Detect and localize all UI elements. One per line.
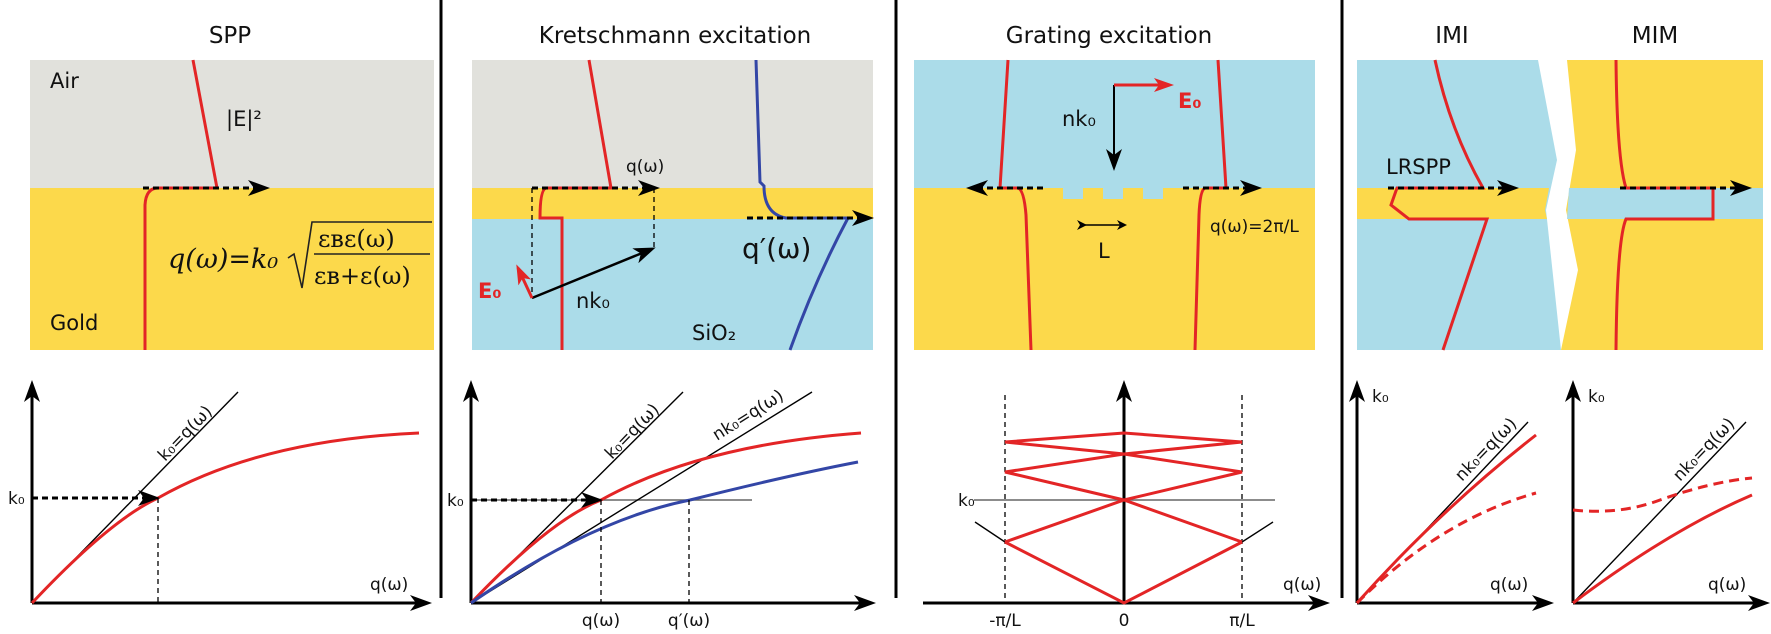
- grating-condition-label: q(ω)=2π/L: [1210, 217, 1299, 237]
- tick-q-prime: q′(ω): [668, 611, 710, 631]
- light-line: [1572, 421, 1747, 604]
- x-axis-label: q(ω): [370, 575, 408, 595]
- k0-label: k₀: [8, 489, 25, 509]
- tick-q: q(ω): [582, 611, 620, 631]
- gold-layer: [30, 188, 434, 350]
- gap-plasmon-curve: [1572, 493, 1753, 605]
- grating-groove: [1103, 187, 1123, 199]
- light-line-label: k₀=q(ω): [601, 400, 663, 464]
- mim-title: MIM: [1632, 23, 1678, 49]
- gold-layer: [914, 188, 1315, 350]
- sio2-label: SiO₂: [692, 321, 736, 345]
- equation-denominator: εʙ+ε(ω): [314, 262, 411, 290]
- kretschmann-title: Kretschmann excitation: [539, 23, 812, 49]
- gold-label: Gold: [50, 311, 98, 335]
- y-axis-label: k₀: [1588, 387, 1605, 407]
- equation-numerator: εʙε(ω): [318, 225, 395, 253]
- tick-minus-pi-over-l: -π/L: [989, 611, 1021, 631]
- grating-groove: [1143, 187, 1163, 199]
- spp-title: SPP: [209, 23, 251, 49]
- field-profile: [1389, 59, 1490, 351]
- nk0-label: nk₀: [1062, 107, 1096, 131]
- folded-band: [1004, 431, 1243, 544]
- k0-label: k₀: [958, 491, 975, 511]
- gold-film: [1357, 188, 1549, 219]
- nk0-label: nk₀: [576, 289, 610, 313]
- period-label: L: [1098, 239, 1110, 263]
- equation-lhs: q(ω)=k₀: [168, 244, 278, 275]
- imi-dispersion-graph: k₀ nk₀=q(ω) q(ω): [1349, 380, 1554, 611]
- dielectric-core: [1567, 188, 1763, 219]
- spp-panel: SPP Air Gold |E|² q(ω)=k₀ εʙε(ω) εʙ+ε(ω): [30, 23, 434, 350]
- x-axis-label: q(ω): [1490, 575, 1528, 595]
- q-prime-label: q′(ω): [742, 232, 811, 265]
- air-layer: [30, 60, 434, 188]
- tick-pi-over-l: π/L: [1229, 611, 1255, 631]
- k0-label: k₀: [447, 491, 464, 511]
- air-label: Air: [50, 69, 79, 93]
- field-intensity-label: |E|²: [226, 107, 262, 132]
- folded-band: [1004, 540, 1243, 605]
- tick-zero: 0: [1119, 611, 1130, 631]
- imi-panel: IMI LRSPP: [1357, 23, 1561, 351]
- e0-label: E₀: [1178, 89, 1202, 113]
- kretschmann-dispersion-graph: k₀ k₀=q(ω) nk₀=q(ω) q(ω) q′(ω): [447, 380, 876, 631]
- sqrt-sign: [287, 221, 432, 289]
- light-line-extension: [974, 521, 1006, 543]
- dispersion-equation: q(ω)=k₀ εʙε(ω) εʙ+ε(ω): [168, 221, 432, 290]
- x-axis-label: q(ω): [1708, 575, 1746, 595]
- mim-panel: MIM: [1561, 23, 1763, 351]
- x-axis-label: q(ω): [1283, 575, 1321, 595]
- spp-dispersion-curve-sio2: [470, 460, 859, 605]
- prism-line-label: nk₀=q(ω): [709, 386, 787, 445]
- grating-panel: Grating excitation E₀ nk₀ L q(ω)=2π/L: [914, 23, 1315, 351]
- light-line-label: nk₀=q(ω): [1669, 414, 1739, 485]
- light-line-label: k₀=q(ω): [154, 402, 216, 466]
- grating-band-graph: k₀ q(ω) -π/L 0 π/L: [923, 380, 1330, 631]
- e0-arrow: [516, 264, 534, 299]
- spp-dispersion-curve: [30, 431, 420, 605]
- grating-groove: [1063, 187, 1083, 199]
- field-profile: [1614, 59, 1715, 351]
- lrspp-label: LRSPP: [1386, 155, 1451, 179]
- air-layer: [472, 60, 873, 188]
- nk0-arrow: [531, 247, 656, 300]
- sio2-prism: [472, 219, 873, 350]
- y-axis-label: k₀: [1372, 387, 1389, 407]
- lrspp-curve: [1355, 433, 1537, 604]
- kretschmann-panel: Kretschmann excitation q(ω) E₀ nk₀ q′(ω)…: [472, 23, 874, 351]
- spp-dispersion-graph: k₀ k₀=q(ω) q(ω): [8, 380, 432, 611]
- spp-dispersion-curve: [469, 431, 862, 605]
- light-line-extension: [1241, 521, 1274, 543]
- imi-title: IMI: [1435, 23, 1468, 49]
- higher-mode-curve: [1572, 476, 1753, 513]
- mim-dispersion-graph: k₀ nk₀=q(ω) q(ω): [1565, 380, 1770, 611]
- grating-title: Grating excitation: [1006, 23, 1212, 49]
- e0-label: E₀: [478, 279, 502, 303]
- q-label: q(ω): [626, 157, 664, 177]
